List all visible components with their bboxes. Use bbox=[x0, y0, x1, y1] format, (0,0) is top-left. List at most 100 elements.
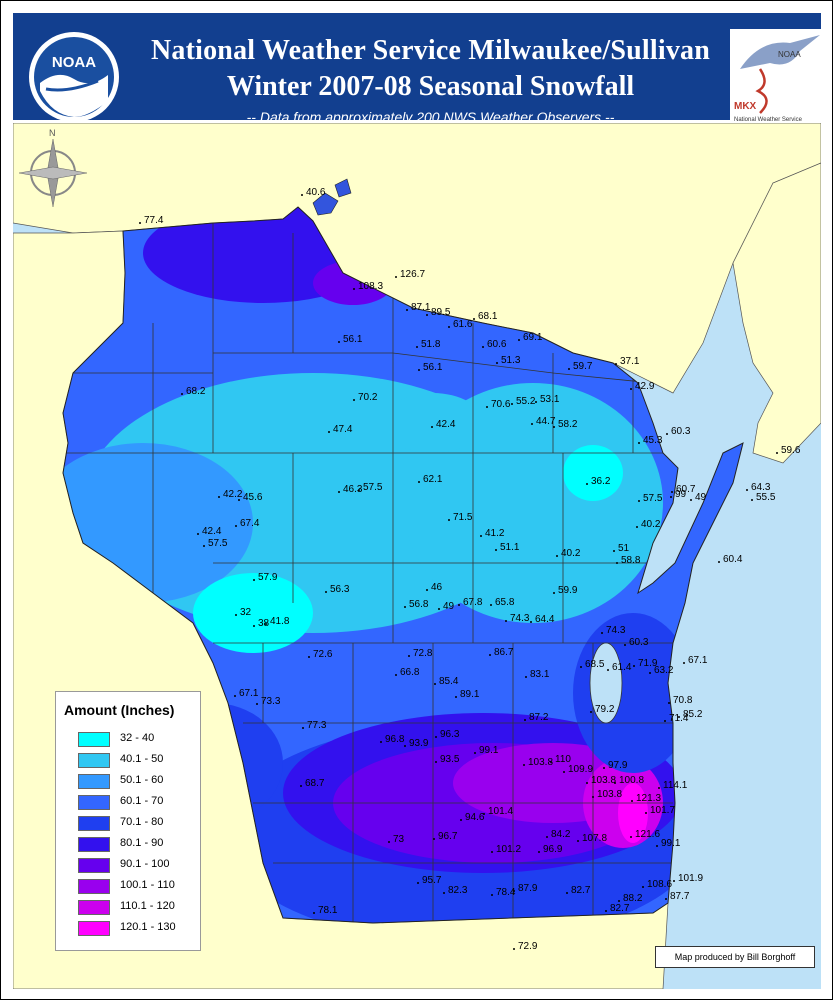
observation-dot bbox=[197, 533, 199, 535]
observation-dot bbox=[568, 368, 570, 370]
observation-label: 41.2 bbox=[485, 528, 505, 539]
legend-label: 70.1 - 80 bbox=[120, 816, 164, 828]
legend-swatch bbox=[78, 879, 110, 894]
observation-label: 37.1 bbox=[620, 356, 640, 367]
observation-label: 87.1 bbox=[411, 302, 431, 313]
observation-dot bbox=[550, 761, 552, 763]
observation-dot bbox=[613, 550, 615, 552]
observation-dot bbox=[563, 771, 565, 773]
observation-dot bbox=[435, 736, 437, 738]
observation-dot bbox=[546, 836, 548, 838]
observation-label: 71.4 bbox=[669, 713, 689, 724]
observation-dot bbox=[491, 894, 493, 896]
observation-label: 100.8 bbox=[619, 775, 644, 786]
observation-dot bbox=[404, 745, 406, 747]
observation-label: 44.7 bbox=[536, 416, 556, 427]
subtitle: -- Data from approximately 200 NWS Weath… bbox=[246, 109, 615, 125]
observation-label: 95.7 bbox=[422, 875, 442, 886]
legend-label: 80.1 - 90 bbox=[120, 837, 164, 849]
observation-label: 63.2 bbox=[654, 665, 674, 676]
observation-label: 61.6 bbox=[453, 319, 473, 330]
observation-label: 60.3 bbox=[629, 637, 649, 648]
observation-label: 46.3 bbox=[343, 484, 363, 495]
noaa-logo: NOAA bbox=[28, 31, 120, 123]
observation-dot bbox=[496, 362, 498, 364]
observation-label: 101.2 bbox=[496, 844, 521, 855]
observation-dot bbox=[776, 452, 778, 454]
observation-label: 42.2 bbox=[223, 489, 243, 500]
observation-dot bbox=[489, 654, 491, 656]
observation-label: 67.4 bbox=[240, 518, 260, 529]
observation-label: 46 bbox=[431, 582, 443, 593]
noaa-logo-text: NOAA bbox=[52, 54, 96, 71]
observation-dot bbox=[395, 276, 397, 278]
observation-label: 82.3 bbox=[448, 885, 468, 896]
observation-label: 70.6 bbox=[491, 399, 511, 410]
observation-dot bbox=[624, 644, 626, 646]
observation-label: 97.9 bbox=[608, 760, 628, 771]
observation-dot bbox=[511, 403, 513, 405]
observation-dot bbox=[417, 882, 419, 884]
observation-label: 73.3 bbox=[261, 696, 281, 707]
observation-dot bbox=[678, 716, 680, 718]
observation-dot bbox=[665, 898, 667, 900]
observation-dot bbox=[473, 318, 475, 320]
observation-dot bbox=[433, 838, 435, 840]
observation-dot bbox=[325, 591, 327, 593]
mkx-logo-text: MKX bbox=[734, 101, 757, 112]
legend-swatch bbox=[78, 795, 110, 810]
observation-label: 96.8 bbox=[385, 734, 405, 745]
observation-label: 78.4 bbox=[496, 887, 516, 898]
observation-dot bbox=[683, 662, 685, 664]
observation-dot bbox=[483, 813, 485, 815]
observation-label: 58.8 bbox=[621, 555, 641, 566]
observation-label: 60.4 bbox=[723, 554, 743, 565]
observation-label: 45.6 bbox=[243, 492, 263, 503]
observation-label: 45.3 bbox=[643, 435, 663, 446]
observation-dot bbox=[416, 346, 418, 348]
observation-label: 40.2 bbox=[641, 519, 661, 530]
map-credit: Map produced by Bill Borghoff bbox=[655, 946, 815, 968]
observation-label: 59.7 bbox=[573, 361, 593, 372]
observation-dot bbox=[592, 796, 594, 798]
legend-label: 40.1 - 50 bbox=[120, 753, 164, 765]
observation-label: 74.3 bbox=[606, 625, 626, 636]
observation-dot bbox=[673, 880, 675, 882]
legend-label: 50.1 - 60 bbox=[120, 774, 164, 786]
observation-label: 72.9 bbox=[518, 941, 538, 952]
observation-label: 67.1 bbox=[239, 688, 259, 699]
michigan-land-east bbox=[732, 162, 821, 464]
legend-swatch bbox=[78, 921, 110, 936]
legend-title: Amount (Inches) bbox=[64, 702, 175, 718]
observation-label: 96.9 bbox=[543, 844, 563, 855]
observation-dot bbox=[418, 481, 420, 483]
observation-label: 55.2 bbox=[516, 396, 536, 407]
observation-label: 66.8 bbox=[400, 667, 420, 678]
observation-dot bbox=[666, 433, 668, 435]
observation-label: 59.9 bbox=[558, 585, 578, 596]
observation-label: 57.9 bbox=[258, 572, 278, 583]
observation-dot bbox=[658, 787, 660, 789]
observation-label: 62.1 bbox=[423, 474, 443, 485]
observation-label: 61.4 bbox=[612, 662, 632, 673]
observation-label: 67.8 bbox=[463, 597, 483, 608]
observation-label: 103.8 bbox=[528, 757, 553, 768]
wisconsin-border bbox=[62, 206, 744, 924]
observation-dot bbox=[265, 623, 267, 625]
legend-label: 60.1 - 70 bbox=[120, 795, 164, 807]
mkx-logo: NOAA MKX National Weather Service bbox=[730, 29, 828, 131]
observation-label: 40.2 bbox=[561, 548, 581, 559]
observation-label: 93.5 bbox=[440, 754, 460, 765]
observation-dot bbox=[460, 819, 462, 821]
observation-dot bbox=[668, 702, 670, 704]
observation-label: 58.2 bbox=[558, 419, 578, 430]
observation-dot bbox=[480, 535, 482, 537]
observation-dot bbox=[203, 545, 205, 547]
observation-label: 87.2 bbox=[529, 712, 549, 723]
observation-dot bbox=[580, 666, 582, 668]
observation-dot bbox=[448, 519, 450, 521]
observation-dot bbox=[513, 890, 515, 892]
header-banner: NOAA National Weather Service Milwaukee/… bbox=[13, 13, 828, 131]
observation-label: 68.1 bbox=[478, 311, 498, 322]
